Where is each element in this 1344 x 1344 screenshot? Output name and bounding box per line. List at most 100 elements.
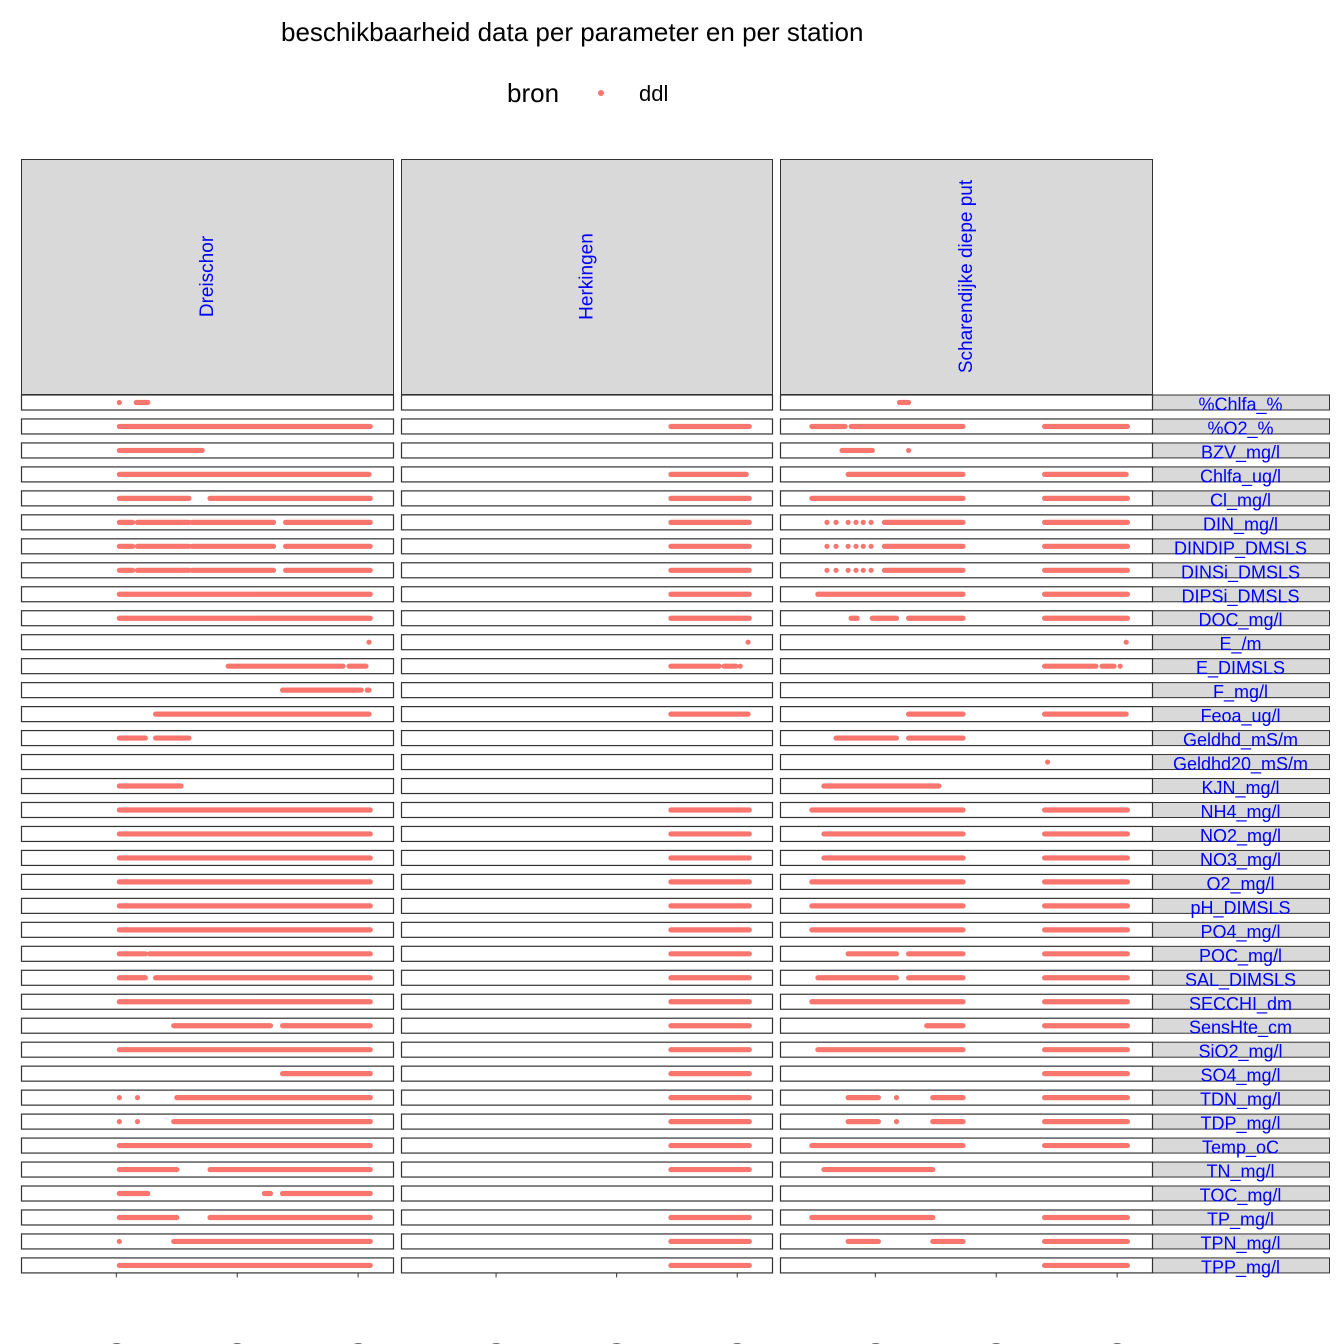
panel-dreischor-geldhd-ms-m [20,729,395,747]
panel-herkingen-tp-mg-l [400,1209,774,1226]
panel-scharendijke-diepe-put-bzv-mg-l [779,442,1154,459]
panel-herkingen-tpp-mg-l [400,1257,774,1274]
data-point-scharendijke-diepe-put-bzv-mg-l [905,447,912,454]
data-point-scharendijke-diepe-put-e-dimsls [1117,663,1123,669]
panel-herkingen-tn-mg-l [400,1161,774,1178]
data-point-scharendijke-diepe-put-din-mg-l [824,519,830,525]
data-point-scharendijke-diepe-put-dindip-dmsls [853,543,859,549]
data-point-dreischor-tdn-mg-l [134,1095,141,1101]
legend-title: bron [507,78,560,108]
panel-herkingen-dindip-dmsls [400,538,774,555]
panel-dreischor-chlfa [20,394,395,411]
panel-herkingen-doc-mg-l [400,610,774,627]
data-point-scharendijke-diepe-put-din-mg-l [860,519,866,525]
panel-scharendijke-diepe-put-o2 [779,418,1154,435]
panel-herkingen-sio2-mg-l [400,1041,774,1058]
panel-herkingen-kjn-mg-l [400,777,774,795]
data-point-scharendijke-diepe-put-tdn-mg-l [893,1095,900,1101]
row-label-tpp-mg-l: TPP_mg/l [1201,1257,1280,1278]
x-tick-label-dreischor-1980: 1980 [107,1342,126,1344]
panel-dreischor-kjn-mg-l [20,777,395,795]
panel-scharendijke-diepe-put-dinsi-dmsls [779,562,1154,579]
row-label-tdn-mg-l: TDN_mg/l [1200,1090,1281,1111]
row-label-nh4-mg-l: NH4_mg/l [1200,802,1280,823]
row-label-tn-mg-l: TN_mg/l [1206,1162,1274,1183]
panel-scharendijke-diepe-put-tpp-mg-l [779,1257,1154,1274]
data-point-scharendijke-diepe-put-din-mg-l [868,519,874,525]
row-label-e-dimsls: E_DIMSLS [1196,658,1285,679]
data-point-scharendijke-diepe-put-dindip-dmsls [824,543,830,549]
panel-dreischor-f-mg-l [20,682,395,699]
panel-scharendijke-diepe-put-poc-mg-l [779,945,1154,962]
panel-herkingen-po4-mg-l [400,921,774,938]
x-tick-label-dreischor-2000: 2000 [228,1342,247,1344]
panel-herkingen-dipsi-dmsls [400,586,774,603]
row-label-f-mg-l: F_mg/l [1213,682,1268,703]
panel-herkingen-secchi-dm [400,993,774,1010]
row-label-tp-mg-l: TP_mg/l [1207,1209,1274,1230]
row-label-ph-dimsls: pH_DIMSLS [1190,898,1290,919]
panel-dreischor-toc-mg-l [20,1185,395,1202]
panel-herkingen-ph-dimsls [400,897,774,914]
panel-herkingen-no3-mg-l [400,849,774,867]
data-point-scharendijke-diepe-put-dinsi-dmsls [860,567,866,573]
panel-scharendijke-diepe-put-feoa-ug-l [779,706,1154,723]
strip-label-dreischor: Dreischor [197,235,218,317]
data-point-scharendijke-diepe-put-din-mg-l [853,519,859,525]
panel-scharendijke-diepe-put-so4-mg-l [779,1065,1154,1082]
panel-scharendijke-diepe-put-po4-mg-l [779,921,1154,938]
panel-herkingen-nh4-mg-l [400,801,774,819]
panel-scharendijke-diepe-put-din-mg-l [779,514,1154,531]
row-label-secchi-dm: SECCHI_dm [1189,994,1292,1015]
data-point-dreischor-tdp-mg-l [116,1119,122,1125]
panel-scharendijke-diepe-put-f-mg-l [779,682,1154,699]
row-label-no3-mg-l: NO3_mg/l [1200,850,1281,871]
row-label-chlfa: %Chlfa_% [1198,395,1282,416]
x-tick-label-scharendijke-diepe-put-1980: 1980 [866,1342,885,1344]
panel-scharendijke-diepe-put-geldhd-ms-m [779,729,1154,747]
panel-herkingen-sal-dimsls [400,969,774,986]
data-point-dreischor-e-m [366,639,372,645]
panel-herkingen-tdn-mg-l [400,1089,774,1106]
panel-dreischor-geldhd20-ms-m [20,753,395,771]
legend-label-ddl: ddl [639,81,669,106]
panel-herkingen-no2-mg-l [400,825,774,843]
panel-scharendijke-diepe-put-dindip-dmsls [779,538,1154,555]
panel-scharendijke-diepe-put-no2-mg-l [779,825,1154,843]
row-label-geldhd-ms-m: Geldhd_mS/m [1183,730,1298,751]
strip-herkingen [401,159,773,395]
strip-label-scharendijke-diepe-put: Scharendijke diepe put [956,179,977,373]
panel-scharendijke-diepe-put-chlfa [779,394,1154,411]
panel-scharendijke-diepe-put-secchi-dm [779,993,1154,1010]
row-label-so4-mg-l: SO4_mg/l [1200,1066,1280,1087]
data-point-scharendijke-diepe-put-din-mg-l [845,519,851,525]
panel-herkingen-so4-mg-l [400,1065,774,1082]
panel-scharendijke-diepe-put-cl-mg-l [779,490,1154,507]
panel-scharendijke-diepe-put-e-m [779,634,1154,651]
row-label-temp-oc: Temp_oC [1202,1138,1279,1159]
data-point-dreischor-tdp-mg-l [134,1119,141,1125]
row-label-bzv-mg-l: BZV_mg/l [1201,442,1280,463]
data-point-scharendijke-diepe-put-dindip-dmsls [833,543,839,549]
row-label-dipsi-dmsls: DIPSi_DMSLS [1181,586,1299,607]
x-tick-label-dreischor-2020: 2020 [349,1342,368,1344]
panel-herkingen-chlfa [400,394,774,411]
row-label-cl-mg-l: Cl_mg/l [1210,490,1271,511]
row-label-tdp-mg-l: TDP_mg/l [1200,1114,1280,1135]
panel-scharendijke-diepe-put-dipsi-dmsls [779,586,1154,603]
legend-key-ddl [598,90,604,96]
panel-scharendijke-diepe-put-nh4-mg-l [779,801,1154,819]
panel-herkingen-din-mg-l [400,514,774,531]
strip-scharendijke-diepe-put [780,159,1153,395]
data-point-scharendijke-diepe-put-dinsi-dmsls [845,567,851,573]
row-label-senshte-cm: SensHte_cm [1189,1018,1292,1039]
data-point-scharendijke-diepe-put-dindip-dmsls [845,543,851,549]
data-point-scharendijke-diepe-put-dindip-dmsls [860,543,866,549]
data-point-herkingen-e-m [745,639,751,645]
panel-scharendijke-diepe-put-tp-mg-l [779,1209,1154,1226]
panel-scharendijke-diepe-put-tn-mg-l [779,1161,1154,1178]
panel-scharendijke-diepe-put-temp-oc [779,1137,1154,1154]
chart-title: beschikbaarheid data per parameter en pe… [281,17,864,47]
panel-dreischor-so4-mg-l [20,1065,395,1082]
